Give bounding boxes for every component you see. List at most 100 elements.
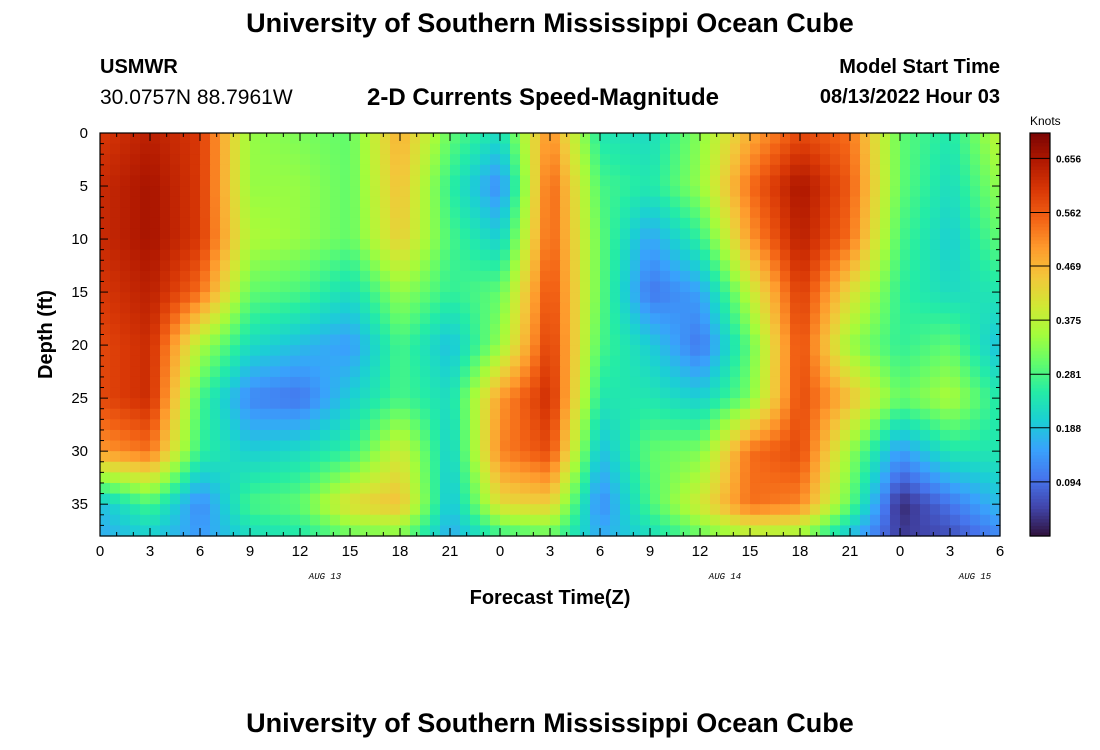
heatmap-cell xyxy=(380,239,391,251)
heatmap-cell xyxy=(770,239,781,251)
heatmap-cell xyxy=(380,164,391,177)
heatmap-cell xyxy=(170,429,181,442)
heatmap-cell xyxy=(190,260,201,272)
heatmap-cell xyxy=(150,451,161,463)
heatmap-cell xyxy=(860,366,871,378)
heatmap-cell xyxy=(810,292,821,304)
heatmap-cell xyxy=(440,451,451,463)
colorbar-swatch xyxy=(1030,220,1050,225)
heatmap-cell xyxy=(100,302,111,314)
heatmap-cell xyxy=(620,196,631,208)
heatmap-cell xyxy=(700,366,711,378)
heatmap-cell xyxy=(300,186,311,198)
heatmap-cell xyxy=(600,334,611,346)
heatmap-cell xyxy=(120,228,131,240)
heatmap-cell xyxy=(630,154,641,166)
heatmap-cell xyxy=(550,217,561,230)
heatmap-cell xyxy=(550,239,561,251)
heatmap-cell xyxy=(170,249,181,261)
heatmap-cell xyxy=(240,175,251,187)
heatmap-cell xyxy=(660,398,671,410)
heatmap-cell xyxy=(420,175,431,187)
heatmap-cell xyxy=(350,387,361,399)
heatmap-cell xyxy=(520,408,531,420)
heatmap-cell xyxy=(970,302,981,314)
heatmap-cell xyxy=(370,143,381,155)
heatmap-cell xyxy=(360,398,371,410)
heatmap-cell xyxy=(680,472,691,484)
heatmap-cell xyxy=(700,345,711,357)
heatmap-cell xyxy=(570,239,581,251)
heatmap-cell xyxy=(610,239,621,251)
heatmap-cell xyxy=(700,493,711,505)
heatmap-cell xyxy=(230,239,241,251)
heatmap-cell xyxy=(270,164,281,177)
heatmap-cell xyxy=(830,472,841,484)
heatmap-cell xyxy=(600,228,611,240)
heatmap-cell xyxy=(740,270,751,283)
heatmap-cell xyxy=(270,270,281,283)
colorbar-swatch xyxy=(1030,431,1050,436)
heatmap-cell xyxy=(830,387,841,399)
heatmap-cell xyxy=(250,260,261,272)
heatmap-cell xyxy=(170,366,181,378)
heatmap-cell xyxy=(850,133,861,145)
colorbar-swatch xyxy=(1030,519,1050,524)
heatmap-cell xyxy=(930,281,941,293)
heatmap-cell xyxy=(300,482,311,495)
heatmap-cell xyxy=(690,175,701,187)
heatmap-cell xyxy=(500,345,511,357)
heatmap-cell xyxy=(570,249,581,261)
heatmap-cell xyxy=(540,387,551,399)
heatmap-cell xyxy=(880,345,891,357)
heatmap-cell xyxy=(270,366,281,378)
heatmap-cell xyxy=(210,175,221,187)
heatmap-cell xyxy=(130,504,141,516)
heatmap-cell xyxy=(640,323,651,336)
heatmap-cell xyxy=(380,355,391,367)
heatmap-cell xyxy=(160,461,171,473)
heatmap-cell xyxy=(990,451,1001,463)
heatmap-cell xyxy=(260,270,271,283)
heatmap-cell xyxy=(300,217,311,230)
heatmap-cell xyxy=(570,313,581,325)
heatmap-cell xyxy=(240,355,251,367)
heatmap-cell xyxy=(720,302,731,314)
heatmap-cell xyxy=(400,228,411,240)
heatmap-cell xyxy=(160,493,171,505)
heatmap-cell xyxy=(520,514,531,526)
colorbar-swatch xyxy=(1030,136,1050,141)
heatmap-cell xyxy=(820,504,831,516)
heatmap-cell xyxy=(450,408,461,420)
heatmap-cell xyxy=(140,154,151,166)
heatmap-cell xyxy=(120,281,131,293)
heatmap-cell xyxy=(660,323,671,336)
heatmap-cell xyxy=(640,196,651,208)
heatmap-cell xyxy=(790,419,801,431)
heatmap-cell xyxy=(200,292,211,304)
heatmap-cell xyxy=(430,387,441,399)
heatmap-cell xyxy=(820,525,831,537)
heatmap-cell xyxy=(800,366,811,378)
heatmap-cell xyxy=(490,207,501,219)
heatmap-cell xyxy=(190,154,201,166)
heatmap-cell xyxy=(900,451,911,463)
heatmap-cell xyxy=(390,345,401,357)
heatmap-cell xyxy=(190,217,201,230)
heatmap-cell xyxy=(760,302,771,314)
heatmap-cell xyxy=(980,217,991,230)
heatmap-cell xyxy=(630,313,641,325)
heatmap-cell xyxy=(290,366,301,378)
heatmap-cell xyxy=(170,345,181,357)
heatmap-cell xyxy=(490,493,501,505)
heatmap-cell xyxy=(890,270,901,283)
heatmap-cell xyxy=(980,239,991,251)
heatmap-cell xyxy=(520,164,531,177)
heatmap-cell xyxy=(950,249,961,261)
heatmap-cell xyxy=(210,451,221,463)
heatmap-cell xyxy=(120,514,131,526)
heatmap-cell xyxy=(570,133,581,145)
heatmap-cell xyxy=(280,366,291,378)
heatmap-cell xyxy=(710,249,721,261)
heatmap-cell xyxy=(950,493,961,505)
